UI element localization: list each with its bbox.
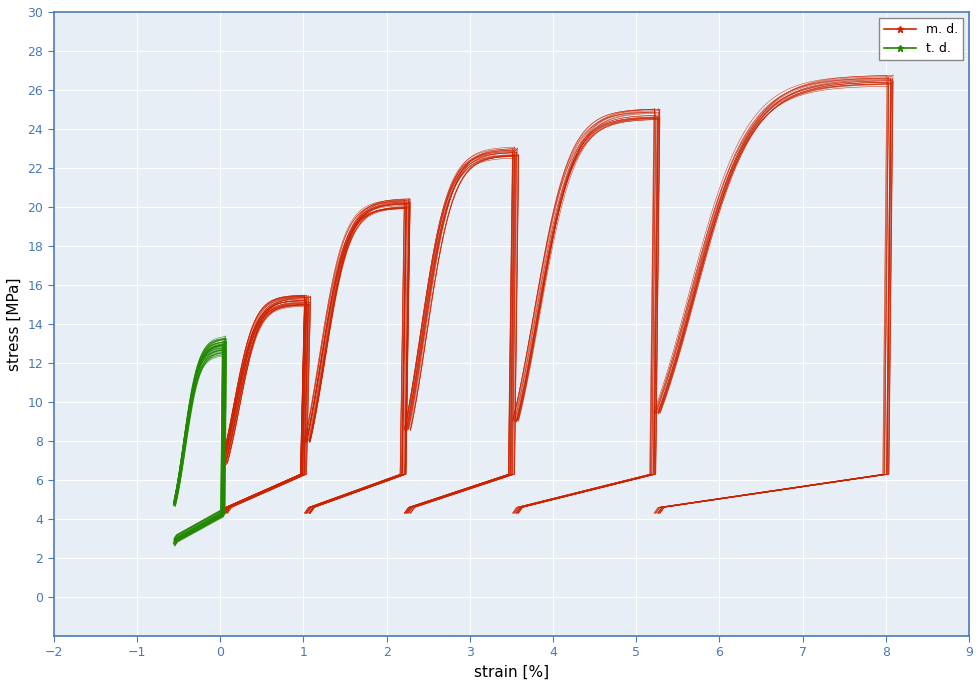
X-axis label: strain [%]: strain [%] — [474, 665, 549, 680]
Legend: m. d., t. d.: m. d., t. d. — [879, 18, 963, 60]
Y-axis label: stress [MPa]: stress [MPa] — [7, 278, 22, 371]
